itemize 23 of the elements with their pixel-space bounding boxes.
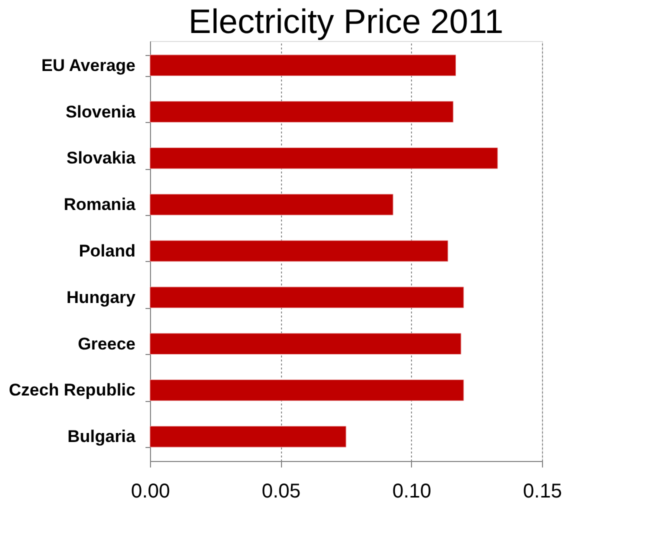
y-tick-label: Bulgaria [67, 427, 136, 446]
y-tick-label: EU Average [41, 56, 136, 75]
y-tick-label: Czech Republic [8, 380, 136, 400]
bar [150, 240, 448, 262]
x-tick-label: 0.05 [262, 480, 301, 502]
x-tick-label: 0.15 [523, 480, 562, 502]
bar [150, 101, 454, 122]
y-tick-label: Slovenia [66, 102, 136, 122]
y-tick-label: Greece [78, 334, 136, 354]
y-tick-label: Poland [78, 242, 136, 260]
x-tick-label: 0.10 [392, 480, 432, 502]
bar [150, 194, 394, 216]
bar [150, 147, 498, 169]
y-tick-label: Hungary [66, 288, 136, 307]
bar [150, 286, 464, 308]
x-tick-label: 0.00 [131, 480, 170, 502]
bar [150, 426, 346, 448]
bar [150, 333, 462, 355]
y-tick-label: Romania [64, 195, 136, 214]
chart-title: Electricity Price 2011 [188, 3, 504, 41]
bar [150, 380, 464, 401]
y-tick-label: Slovakia [66, 148, 136, 168]
bar [150, 54, 456, 76]
